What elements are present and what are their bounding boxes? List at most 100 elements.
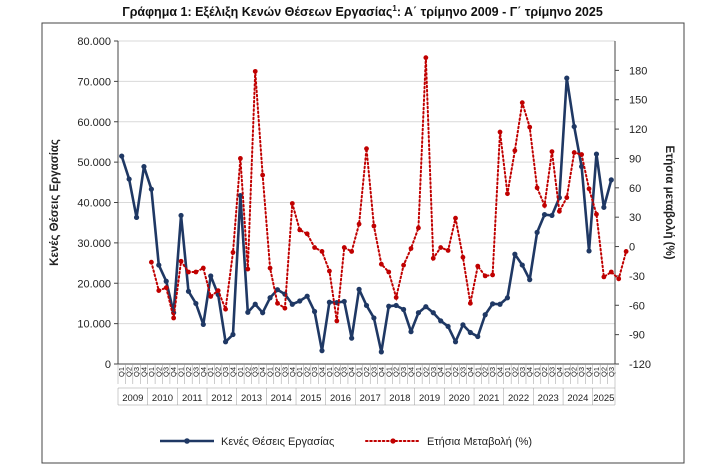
x-quarter-label: Q1 xyxy=(592,367,601,377)
data-point-vacancies xyxy=(356,286,362,292)
data-point-vacancies xyxy=(386,303,392,309)
data-point-annual-change xyxy=(475,263,481,269)
gridlines xyxy=(118,40,615,365)
data-point-vacancies xyxy=(408,329,414,335)
data-point-vacancies xyxy=(475,333,481,340)
data-point-annual-change xyxy=(186,269,191,275)
x-quarter-label: Q4 xyxy=(288,367,297,377)
legend-swatch-marker-annual-change xyxy=(390,438,396,444)
x-quarter-label: Q2 xyxy=(599,367,608,377)
y-right-tick-label: -30 xyxy=(629,271,645,283)
x-quarter-label: Q1 xyxy=(236,367,245,377)
y-right-tick-label: 30 xyxy=(629,212,641,224)
x-quarter-label: Q4 xyxy=(555,367,564,377)
x-quarter-label: Q2 xyxy=(510,367,519,377)
data-point-vacancies xyxy=(141,163,147,170)
x-quarter-label: Q4 xyxy=(466,367,475,377)
data-point-annual-change xyxy=(349,249,355,254)
x-quarter-label: Q3 xyxy=(429,367,438,377)
x-quarter-label: Q4 xyxy=(258,367,267,377)
y-left-tick-label: 70.000 xyxy=(77,76,111,88)
data-point-vacancies xyxy=(119,153,125,159)
data-point-annual-change xyxy=(556,208,562,214)
data-point-annual-change xyxy=(341,245,347,250)
data-point-annual-change xyxy=(438,245,444,250)
x-quarter-label: Q3 xyxy=(132,367,141,377)
data-point-annual-change xyxy=(163,285,169,291)
x-quarter-label: Q4 xyxy=(317,367,326,377)
x-quarter-label: Q4 xyxy=(585,367,594,377)
x-quarter-label: Q2 xyxy=(154,367,163,377)
data-point-annual-change xyxy=(467,300,473,306)
x-quarter-label: Q3 xyxy=(458,367,467,377)
x-quarter-label: Q1 xyxy=(295,367,304,377)
data-point-annual-change xyxy=(527,124,533,130)
x-quarter-label: Q3 xyxy=(369,367,378,377)
data-point-annual-change xyxy=(289,201,295,206)
x-quarter-label: Q3 xyxy=(162,367,171,377)
data-point-vacancies xyxy=(222,339,229,345)
x-year-label: 2020 xyxy=(449,393,470,404)
data-point-vacancies xyxy=(319,348,325,354)
data-point-annual-change xyxy=(408,246,414,251)
x-year-label: 2023 xyxy=(538,393,559,404)
data-point-annual-change xyxy=(319,249,325,254)
x-year-label: 2024 xyxy=(567,393,588,404)
data-point-vacancies xyxy=(579,163,585,170)
x-quarter-label: Q4 xyxy=(228,367,237,377)
data-point-annual-change xyxy=(490,272,496,278)
data-point-annual-change xyxy=(430,255,436,261)
x-quarter-label: Q4 xyxy=(347,367,356,377)
x-quarter-label: Q2 xyxy=(125,367,134,377)
x-quarter-label: Q4 xyxy=(436,367,445,377)
data-point-annual-change xyxy=(267,265,273,271)
x-quarter-label: Q1 xyxy=(384,367,393,377)
data-point-vacancies xyxy=(363,302,370,309)
data-point-vacancies xyxy=(467,329,473,336)
x-quarter-label: Q3 xyxy=(251,367,260,377)
x-quarter-label: Q1 xyxy=(206,367,215,377)
x-quarter-label: Q3 xyxy=(340,367,349,377)
x-year-label: 2016 xyxy=(330,393,351,404)
x-quarter-label: Q2 xyxy=(481,367,490,377)
x-year-label: 2011 xyxy=(182,393,202,404)
x-quarter-label: Q3 xyxy=(280,367,289,377)
data-point-vacancies xyxy=(260,310,266,316)
data-point-annual-change xyxy=(608,269,614,275)
legend-swatch-marker-vacancies xyxy=(184,438,190,444)
data-point-vacancies xyxy=(267,295,273,301)
data-point-vacancies xyxy=(341,298,347,305)
data-point-annual-change xyxy=(594,211,599,217)
x-quarter-label: Q2 xyxy=(362,367,371,377)
x-quarter-label: Q4 xyxy=(496,367,505,377)
x-year-label: 2014 xyxy=(271,393,292,404)
legend: Κενές Θέσεις Εργασίας Ετήσια Μεταβολή (%) xyxy=(160,436,532,448)
data-point-vacancies xyxy=(230,331,236,338)
data-point-vacancies xyxy=(185,288,192,294)
x-quarter-label: Q4 xyxy=(169,367,178,377)
x-quarter-label: Q3 xyxy=(310,367,319,377)
data-point-vacancies xyxy=(289,301,295,307)
data-point-vacancies xyxy=(208,273,214,279)
chart-outer-frame xyxy=(41,22,685,464)
data-point-annual-change xyxy=(423,55,429,61)
y-left-tick-label: 80.000 xyxy=(77,36,111,48)
x-quarter-label: Q1 xyxy=(147,367,156,377)
x-quarter-label: Q2 xyxy=(421,367,430,377)
data-point-annual-change xyxy=(171,315,177,321)
y-right-tick-label: -90 xyxy=(629,330,645,342)
y-right-tick-label: 120 xyxy=(629,124,647,136)
x-year-label: 2019 xyxy=(419,393,440,404)
data-point-vacancies xyxy=(126,176,132,182)
x-quarter-label: Q2 xyxy=(303,367,312,377)
data-point-annual-change xyxy=(252,68,258,74)
x-year-label: 2018 xyxy=(389,393,410,404)
x-quarter-label: Q3 xyxy=(221,367,230,377)
x-year-label: 2010 xyxy=(152,393,173,404)
y-right-tick-label: 0 xyxy=(629,242,635,254)
chart-title: Γράφημα 1: Εξέλιξη Κενών Θέσεων Εργασίας… xyxy=(0,4,725,19)
x-year-label: 2012 xyxy=(211,393,232,404)
data-point-annual-change xyxy=(327,268,332,274)
data-point-vacancies xyxy=(163,278,169,284)
legend-label-vacancies: Κενές Θέσεις Εργασίας xyxy=(221,436,334,448)
